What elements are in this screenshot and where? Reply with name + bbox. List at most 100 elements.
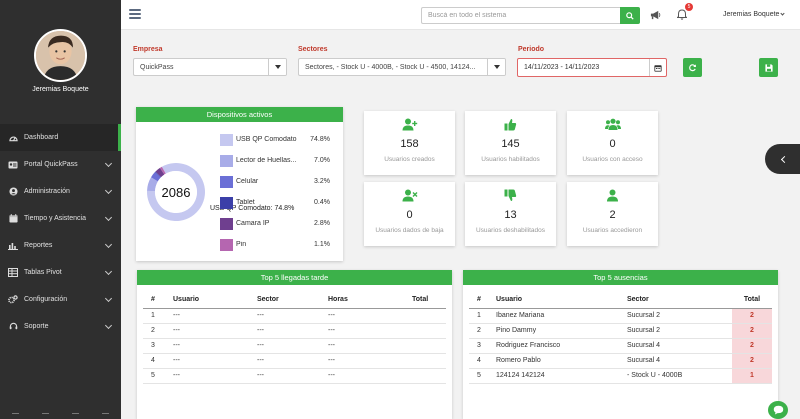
- donut-slice[interactable]: [147, 177, 158, 192]
- table-cell: Romero Pablo: [488, 353, 619, 369]
- stat-value: 158: [400, 138, 419, 150]
- sidebar-item-configuracion[interactable]: Configuración: [0, 286, 121, 313]
- footer-icon[interactable]: [72, 413, 80, 417]
- stat-label: Usuarios creados: [384, 156, 435, 163]
- sidebar-item-label: Reportes: [24, 242, 53, 249]
- chevron-down-icon: [104, 240, 113, 249]
- table-cell: ---: [165, 353, 249, 369]
- legend-item[interactable]: Celular 3.2%: [220, 171, 330, 192]
- table-cell: - Stock U - 4000B: [619, 368, 732, 384]
- legend-item[interactable]: Camara IP 2.8%: [220, 213, 330, 234]
- devices-donut-chart[interactable]: [146, 162, 206, 222]
- donut-slice[interactable]: [154, 171, 162, 178]
- legend-value: 0.4%: [314, 199, 330, 206]
- donut-slice[interactable]: [155, 167, 165, 178]
- chevron-down-icon: [104, 186, 113, 195]
- id-card-icon: [8, 160, 18, 170]
- footer-icon[interactable]: [11, 413, 19, 417]
- legend-item[interactable]: Pin 1.1%: [220, 234, 330, 255]
- chevron-down-icon: [104, 213, 113, 222]
- table-row[interactable]: 1 --- --- ---: [143, 308, 446, 324]
- table-cell: 5: [469, 368, 488, 384]
- table-cell: Ibanez Mariana: [488, 308, 619, 324]
- table-cell: 3: [143, 338, 165, 354]
- chevron-down-icon: [780, 11, 786, 16]
- sectores-value: Sectores, - Stock U - 4000B, - Stock U -…: [305, 63, 476, 71]
- table-cell: 2: [732, 323, 772, 339]
- table-cell: [404, 368, 446, 384]
- legend-value: 74.8%: [310, 136, 330, 143]
- search-input[interactable]: [421, 7, 620, 24]
- stat-card-usuarios-creados: 158 Usuarios creados: [364, 111, 455, 175]
- sidebar-item-tiempo-asistencia[interactable]: Tiempo y Asistencia: [0, 205, 121, 232]
- column-header: Total: [732, 292, 772, 309]
- search-icon: [626, 11, 634, 20]
- devices-panel-title: Dispositivos activos: [136, 107, 343, 122]
- save-button[interactable]: [759, 58, 778, 77]
- sidebar: Jeremias Boquete Dashboard Portal QuickP…: [0, 0, 121, 419]
- stat-label: Usuarios accedieron: [582, 227, 643, 234]
- table-cell: Sucursal 4: [619, 353, 732, 369]
- table-icon: [8, 268, 18, 278]
- menu-toggle-icon[interactable]: [129, 9, 141, 19]
- table-cell: 4: [143, 353, 165, 369]
- sidebar-item-portal-quickpass[interactable]: Portal QuickPass: [0, 151, 121, 178]
- right-panel-toggle[interactable]: [765, 144, 800, 174]
- table-row[interactable]: 3 --- --- ---: [143, 338, 446, 354]
- legend-swatch: [220, 196, 233, 209]
- footer-icon[interactable]: [41, 413, 49, 417]
- table-cell: [404, 308, 446, 324]
- sidebar-item-reportes[interactable]: Reportes: [0, 232, 121, 259]
- legend-item[interactable]: USB QP Comodato 74.8%: [220, 129, 330, 150]
- donut-slice[interactable]: [159, 166, 166, 175]
- absences-panel: Top 5 ausencias # Usuario Sector Total 1…: [463, 270, 778, 419]
- sidebar-footer: [0, 411, 121, 419]
- calendar-icon[interactable]: [649, 59, 666, 76]
- table-cell: 1: [143, 308, 165, 324]
- table-row[interactable]: 2 --- --- ---: [143, 323, 446, 339]
- legend-value: 7.0%: [314, 157, 330, 164]
- devices-panel: Dispositivos activos 2086 USB QP Comodat…: [136, 107, 343, 261]
- footer-icon[interactable]: [102, 413, 110, 417]
- thumbs-up-icon: [465, 118, 556, 132]
- donut-tooltip: USB QP Comodato: 74.8%: [210, 205, 295, 212]
- legend-item[interactable]: Tablet 0.4%: [220, 192, 330, 213]
- sectores-select[interactable]: Sectores, - Stock U - 4000B, - Stock U -…: [298, 58, 506, 76]
- table-row[interactable]: 4 --- --- ---: [143, 353, 446, 369]
- sidebar-item-soporte[interactable]: Soporte: [0, 313, 121, 340]
- stat-value: 2: [609, 209, 616, 221]
- absences-table-wrap: # Usuario Sector Total 1 Ibanez Mariana Su…: [469, 292, 772, 384]
- legend-item[interactable]: Lector de Huellas... 7.0%: [220, 150, 330, 171]
- table-cell: 3: [469, 338, 488, 354]
- late-arrivals-table: # Usuario Sector Horas Total 1 --- --- --- 2…: [143, 292, 446, 384]
- periodo-input[interactable]: 14/11/2023 - 14/11/2023: [517, 58, 667, 77]
- table-cell: ---: [165, 368, 249, 384]
- sidebar-item-dashboard[interactable]: Dashboard: [0, 124, 121, 151]
- search-button[interactable]: [620, 7, 640, 24]
- table-cell: 2: [732, 338, 772, 354]
- megaphone-icon[interactable]: [649, 8, 662, 21]
- donut-hole: [155, 171, 197, 213]
- table-row[interactable]: 5 --- --- ---: [143, 368, 446, 384]
- bell-icon[interactable]: [675, 8, 688, 21]
- donut-slice[interactable]: [151, 172, 161, 182]
- refresh-button[interactable]: [683, 58, 702, 77]
- topbar: 5 Jeremias Boquete: [121, 0, 800, 30]
- empresa-select[interactable]: QuickPass: [133, 58, 287, 76]
- avatar[interactable]: [34, 29, 87, 82]
- user-times-icon: [364, 189, 455, 203]
- column-header: Usuario: [488, 292, 619, 309]
- table-row[interactable]: 5 124124 142124- Stock U - 4000B 1: [469, 368, 772, 384]
- table-cell: Sucursal 2: [619, 323, 732, 339]
- stat-card-usuarios-con-acceso: 0 Usuarios con acceso: [567, 111, 658, 175]
- sidebar-item-administracion[interactable]: Administración: [0, 178, 121, 205]
- chat-button[interactable]: [768, 401, 788, 419]
- table-cell: ---: [320, 368, 404, 384]
- sidebar-item-tablas-pivot[interactable]: Tablas Pivot: [0, 259, 121, 286]
- user-menu[interactable]: Jeremias Boquete: [723, 11, 786, 18]
- table-cell: Sucursal 2: [619, 308, 732, 324]
